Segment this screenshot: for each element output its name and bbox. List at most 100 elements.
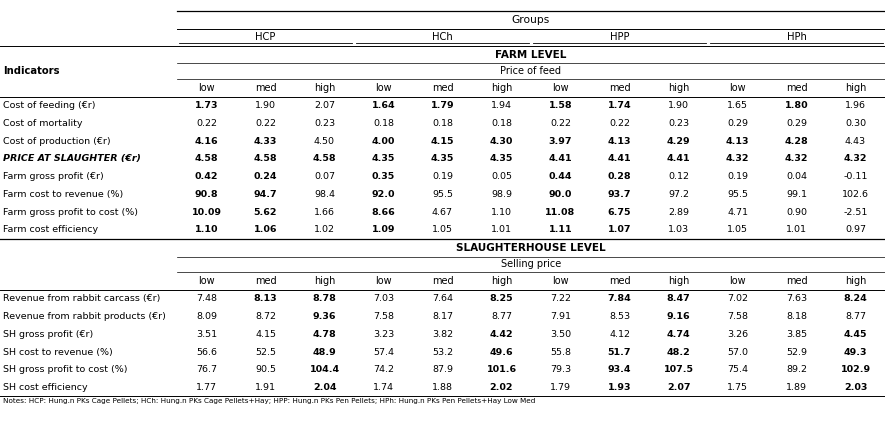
Text: 4.32: 4.32 (726, 155, 750, 163)
Text: 0.18: 0.18 (491, 119, 512, 128)
Text: 0.30: 0.30 (845, 119, 866, 128)
Text: 2.07: 2.07 (666, 383, 690, 392)
Text: 4.13: 4.13 (608, 137, 631, 146)
Text: 1.05: 1.05 (727, 226, 748, 234)
Text: HCP: HCP (255, 32, 276, 42)
Text: 4.71: 4.71 (727, 208, 748, 217)
Text: 1.94: 1.94 (491, 101, 512, 110)
Text: 4.35: 4.35 (431, 155, 454, 163)
Text: 3.82: 3.82 (432, 330, 453, 339)
Text: 1.58: 1.58 (549, 101, 573, 110)
Text: 1.64: 1.64 (372, 101, 396, 110)
Text: 1.03: 1.03 (668, 226, 689, 234)
Text: 4.32: 4.32 (843, 155, 867, 163)
Text: 87.9: 87.9 (432, 365, 453, 374)
Text: 7.91: 7.91 (550, 312, 571, 321)
Text: 55.8: 55.8 (550, 348, 571, 357)
Text: 90.5: 90.5 (255, 365, 276, 374)
Text: 0.44: 0.44 (549, 172, 573, 181)
Text: 1.88: 1.88 (432, 383, 453, 392)
Text: 95.5: 95.5 (432, 190, 453, 199)
Text: 0.29: 0.29 (786, 119, 807, 128)
Text: 4.28: 4.28 (785, 137, 808, 146)
Text: 1.79: 1.79 (550, 383, 571, 392)
Text: 107.5: 107.5 (664, 365, 694, 374)
Text: 3.85: 3.85 (786, 330, 807, 339)
Text: 4.12: 4.12 (609, 330, 630, 339)
Text: 1.89: 1.89 (786, 383, 807, 392)
Text: 89.2: 89.2 (786, 365, 807, 374)
Text: 1.74: 1.74 (373, 383, 394, 392)
Text: 0.22: 0.22 (609, 119, 630, 128)
Text: 98.4: 98.4 (314, 190, 335, 199)
Text: 1.74: 1.74 (608, 101, 631, 110)
Text: 0.28: 0.28 (608, 172, 631, 181)
Text: high: high (491, 83, 512, 93)
Text: 2.07: 2.07 (314, 101, 335, 110)
Text: low: low (729, 276, 746, 286)
Text: 3.23: 3.23 (373, 330, 394, 339)
Text: 104.4: 104.4 (310, 365, 340, 374)
Text: Cost of mortality: Cost of mortality (3, 119, 82, 128)
Text: 101.6: 101.6 (487, 365, 517, 374)
Text: 93.4: 93.4 (608, 365, 631, 374)
Text: 1.11: 1.11 (549, 226, 573, 234)
Text: 4.32: 4.32 (785, 155, 808, 163)
Text: 1.79: 1.79 (431, 101, 454, 110)
Text: 7.03: 7.03 (373, 294, 394, 303)
Text: 7.63: 7.63 (786, 294, 807, 303)
Text: 52.5: 52.5 (255, 348, 276, 357)
Text: 8.25: 8.25 (489, 294, 513, 303)
Text: Revenue from rabbit products (€r): Revenue from rabbit products (€r) (3, 312, 165, 321)
Text: 1.09: 1.09 (372, 226, 396, 234)
Text: 4.35: 4.35 (489, 155, 513, 163)
Text: SH gross profit to cost (%): SH gross profit to cost (%) (3, 365, 127, 374)
Text: med: med (786, 276, 807, 286)
Text: 1.01: 1.01 (786, 226, 807, 234)
Text: 0.19: 0.19 (727, 172, 748, 181)
Text: 8.77: 8.77 (491, 312, 512, 321)
Text: low: low (552, 83, 569, 93)
Text: HPh: HPh (787, 32, 806, 42)
Text: 1.10: 1.10 (195, 226, 219, 234)
Text: 7.58: 7.58 (373, 312, 394, 321)
Text: Farm gross profit (€r): Farm gross profit (€r) (3, 172, 104, 181)
Text: 3.26: 3.26 (727, 330, 748, 339)
Text: 1.66: 1.66 (314, 208, 335, 217)
Text: 0.12: 0.12 (668, 172, 689, 181)
Text: 3.97: 3.97 (549, 137, 573, 146)
Text: 76.7: 76.7 (196, 365, 217, 374)
Text: 0.23: 0.23 (314, 119, 335, 128)
Text: high: high (491, 276, 512, 286)
Text: 4.58: 4.58 (195, 155, 219, 163)
Text: 1.75: 1.75 (727, 383, 748, 392)
Text: 0.22: 0.22 (196, 119, 217, 128)
Text: 52.9: 52.9 (786, 348, 807, 357)
Text: 0.22: 0.22 (550, 119, 571, 128)
Text: 8.17: 8.17 (432, 312, 453, 321)
Text: 4.29: 4.29 (666, 137, 690, 146)
Text: 90.0: 90.0 (549, 190, 573, 199)
Text: Farm cost efficiency: Farm cost efficiency (3, 226, 97, 234)
Text: med: med (786, 83, 807, 93)
Text: med: med (432, 83, 453, 93)
Text: 5.62: 5.62 (254, 208, 277, 217)
Text: 90.8: 90.8 (195, 190, 219, 199)
Text: 1.96: 1.96 (845, 101, 866, 110)
Text: high: high (668, 83, 689, 93)
Text: -2.51: -2.51 (843, 208, 867, 217)
Text: 7.48: 7.48 (196, 294, 217, 303)
Text: 0.04: 0.04 (786, 172, 807, 181)
Text: 98.9: 98.9 (491, 190, 512, 199)
Text: high: high (668, 276, 689, 286)
Text: 4.67: 4.67 (432, 208, 453, 217)
Text: 0.22: 0.22 (255, 119, 276, 128)
Text: 57.0: 57.0 (727, 348, 748, 357)
Text: 75.4: 75.4 (727, 365, 748, 374)
Text: 8.78: 8.78 (312, 294, 336, 303)
Text: 4.43: 4.43 (845, 137, 866, 146)
Text: low: low (198, 276, 215, 286)
Text: 4.15: 4.15 (255, 330, 276, 339)
Text: 11.08: 11.08 (545, 208, 575, 217)
Text: 0.24: 0.24 (254, 172, 277, 181)
